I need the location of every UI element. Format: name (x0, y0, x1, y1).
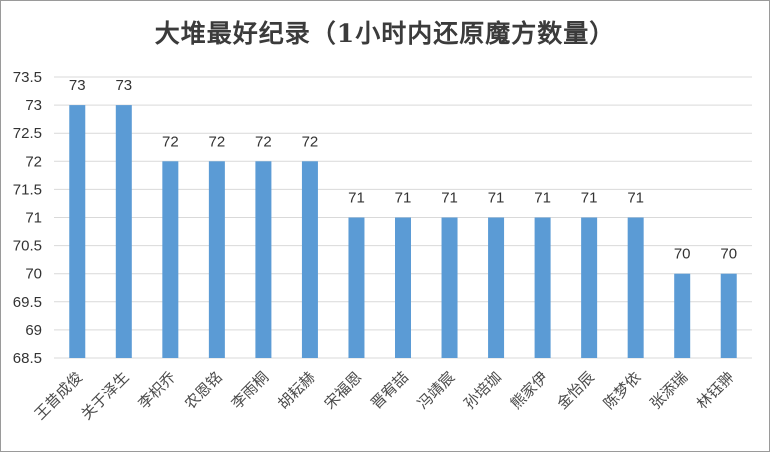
bar (115, 105, 132, 358)
x-tick-label: 熊家伊 (507, 368, 552, 413)
bar (674, 273, 691, 358)
data-label: 71 (627, 190, 644, 207)
data-label: 72 (302, 133, 319, 150)
data-label: 73 (115, 77, 132, 94)
data-label: 72 (162, 133, 179, 150)
x-tick-label: 金怡辰 (553, 368, 598, 413)
y-axis: 68.5 69 69.5 70 70.5 71 71.5 72 72.5 73 73.5 (13, 69, 42, 367)
bar (208, 161, 225, 358)
data-label: 73 (69, 77, 86, 94)
bar (255, 161, 272, 358)
bar (441, 217, 458, 358)
x-tick-label: 张添瑞 (646, 368, 691, 413)
data-label: 70 (674, 246, 691, 263)
bar (395, 217, 411, 358)
y-tick-label: 68.5 (13, 350, 42, 367)
y-tick-label: 69.5 (13, 294, 42, 311)
data-label: 71 (441, 190, 458, 207)
x-tick-label: 林钰翀 (693, 368, 738, 413)
x-tick-label: 胡耘赫 (274, 368, 319, 413)
data-label: 71 (534, 190, 551, 207)
data-label: 72 (255, 133, 272, 150)
x-tick-label: 陈梦依 (600, 368, 645, 413)
bars (69, 105, 737, 358)
bar (534, 217, 551, 358)
chart-title: 大堆最好纪录（1小时内还原魔方数量） (154, 19, 616, 48)
x-tick-label: 冯靖宸 (414, 368, 459, 413)
data-label: 71 (348, 190, 365, 207)
y-tick-label: 73.5 (13, 69, 42, 86)
y-tick-label: 70.5 (13, 238, 42, 255)
x-tick-label: 农恩铭 (181, 368, 226, 413)
x-tick-label: 关于泽生 (77, 368, 132, 423)
data-labels: 73 73 72 72 72 72 71 71 71 71 71 71 71 70 70 (69, 77, 737, 263)
data-label: 70 (720, 246, 737, 263)
bar (301, 161, 318, 358)
data-label: 71 (395, 190, 412, 207)
data-label: 71 (488, 190, 505, 207)
y-tick-label: 73 (25, 97, 42, 114)
bar (488, 217, 505, 358)
y-tick-label: 71 (25, 210, 42, 227)
x-tick-label: 宋福恩 (321, 368, 366, 413)
y-tick-label: 72 (25, 153, 42, 170)
data-label: 71 (581, 190, 598, 207)
y-tick-label: 70 (25, 266, 42, 283)
bar (348, 217, 365, 358)
x-tick-label: 王昔成俊 (31, 368, 86, 423)
x-tick-label: 李枳乔 (135, 368, 180, 413)
y-tick-label: 69 (25, 322, 42, 339)
x-tick-label: 李雨桐 (228, 368, 273, 413)
x-tick-label: 晋宥喆 (367, 368, 412, 413)
x-tick-label: 孙培珈 (460, 368, 505, 413)
bar (69, 105, 86, 358)
bar (627, 217, 644, 358)
data-label: 72 (209, 133, 226, 150)
y-tick-label: 71.5 (13, 181, 42, 198)
y-tick-label: 72.5 (13, 125, 42, 142)
bar (720, 273, 737, 358)
bar (162, 161, 179, 358)
bar (581, 217, 598, 358)
